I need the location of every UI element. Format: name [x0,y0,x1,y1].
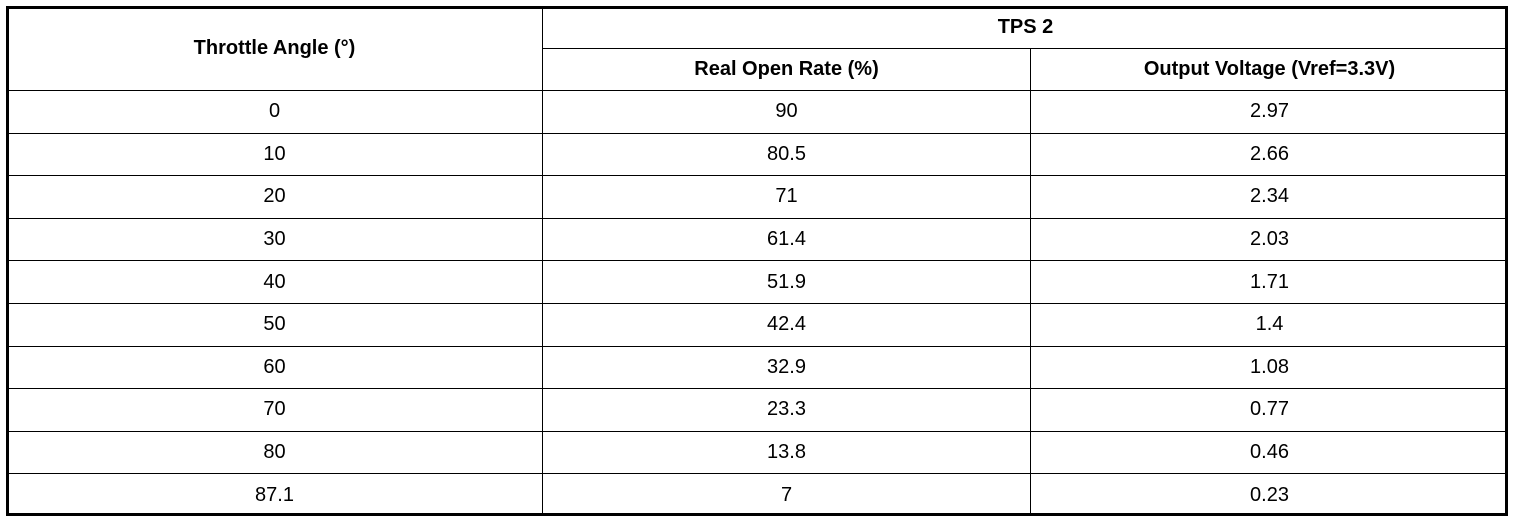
header-group-cell: TPS 2 [542,6,1508,48]
header-cell: Throttle Angle (°) [6,6,542,90]
table-cell: 71 [542,175,1030,218]
table-cell: 0.23 [1030,473,1508,516]
table-cell: 0 [6,90,542,133]
table-cell: 80 [6,430,542,474]
table-cell: 1.08 [1030,345,1508,389]
table-cell: 90 [542,90,1030,133]
table-cell: 10 [6,132,542,176]
table-cell: 32.9 [542,345,1030,389]
table-cell: 61.4 [542,217,1030,261]
table-cell: 0.77 [1030,388,1508,431]
table-cell: 20 [6,175,542,218]
table-cell: 2.34 [1030,175,1508,218]
table-cell: 51.9 [542,260,1030,303]
table-cell: 7 [542,473,1030,516]
table-cell: 87.1 [6,473,542,516]
header-cell: Real Open Rate (%) [542,48,1030,90]
table-cell: 70 [6,388,542,431]
table-cell: 2.66 [1030,132,1508,176]
header-cell: Output Voltage (Vref=3.3V) [1030,48,1508,90]
table-cell: 0.46 [1030,430,1508,474]
table-cell: 42.4 [542,303,1030,346]
table-cell: 2.97 [1030,90,1508,133]
table-cell: 40 [6,260,542,303]
table-cell: 60 [6,345,542,389]
table-cell: 30 [6,217,542,261]
table-cell: 1.4 [1030,303,1508,346]
table-cell: 1.71 [1030,260,1508,303]
table-cell: 80.5 [542,132,1030,176]
table-cell: 50 [6,303,542,346]
table-cell: 23.3 [542,388,1030,431]
table-cell: 2.03 [1030,217,1508,261]
table-cell: 13.8 [542,430,1030,474]
